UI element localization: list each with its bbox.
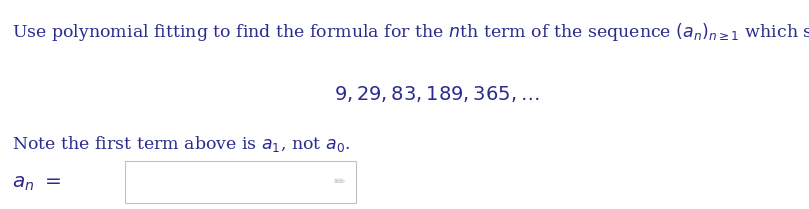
Text: $a_n$ $=$: $a_n$ $=$ [12, 175, 61, 193]
Text: Note the first term above is $a_1$, not $a_0$.: Note the first term above is $a_1$, not … [12, 134, 350, 154]
FancyBboxPatch shape [125, 161, 356, 203]
Text: Use polynomial fitting to find the formula for the $\mathbf{\mathit{n}}$th term : Use polynomial fitting to find the formu… [12, 21, 809, 43]
Text: $9, 29, 83, 189, 365, \ldots$: $9, 29, 83, 189, 365, \ldots$ [334, 84, 540, 104]
Text: ✏: ✏ [334, 175, 345, 189]
